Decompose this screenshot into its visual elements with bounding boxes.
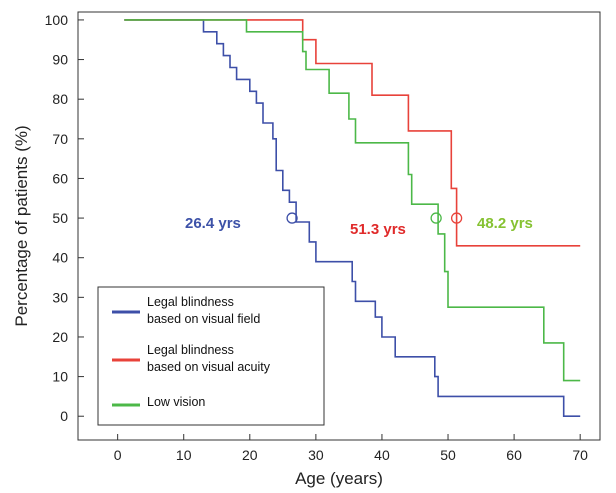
legend-box [97, 286, 325, 426]
median-marker-1 [450, 212, 463, 224]
y-tick-label: 60 [52, 170, 68, 186]
x-tick-label: 30 [308, 447, 324, 463]
legend-label-2: Low vision [147, 395, 205, 409]
x-tick-label: 20 [242, 447, 258, 463]
y-tick-label: 30 [52, 289, 68, 305]
plot-frame [77, 11, 601, 441]
series-line-1 [124, 19, 581, 247]
x-axis-title: Age (years) [295, 469, 383, 488]
axes: 0 10 20 30 40 50 60 70 0 10 20 30 40 50 60 70 80 90 100 [45, 11, 601, 463]
legend-label-1: Legal blindness [147, 343, 234, 357]
median-marker-0 [286, 212, 298, 224]
y-tick-label: 10 [52, 369, 68, 385]
legend-label-0: Legal blindness [147, 295, 234, 309]
y-tick-label: 90 [52, 52, 68, 68]
y-tick-label: 0 [60, 408, 68, 424]
median-marker-2 [430, 212, 442, 224]
y-axis-title: Percentage of patients (%) [12, 125, 31, 326]
legend-label-1: based on visual acuity [147, 360, 271, 374]
x-tick-label: 70 [572, 447, 588, 463]
median-annotations: 26.4 yrs 51.3 yrs 48.2 yrs [185, 212, 533, 238]
median-label-1: 51.3 yrs [350, 221, 406, 238]
y-tick-label: 80 [52, 91, 68, 107]
x-tick-label: 10 [176, 447, 192, 463]
legend: Legal blindness based on visual field Lega… [97, 286, 325, 426]
y-tick-label: 50 [52, 210, 68, 226]
series-line-2 [124, 19, 581, 382]
legend-label-0: based on visual field [147, 312, 260, 326]
x-tick-label: 0 [114, 447, 122, 463]
series-line-0 [124, 19, 581, 417]
median-label-0: 26.4 yrs [185, 215, 241, 232]
x-tick-label: 60 [506, 447, 522, 463]
y-tick-label: 40 [52, 250, 68, 266]
median-label-2: 48.2 yrs [477, 215, 533, 232]
series-layer [124, 19, 581, 417]
x-tick-label: 50 [440, 447, 456, 463]
y-tick-label: 70 [52, 131, 68, 147]
x-tick-label: 40 [374, 447, 390, 463]
y-tick-label: 20 [52, 329, 68, 345]
y-tick-label: 100 [45, 12, 69, 28]
